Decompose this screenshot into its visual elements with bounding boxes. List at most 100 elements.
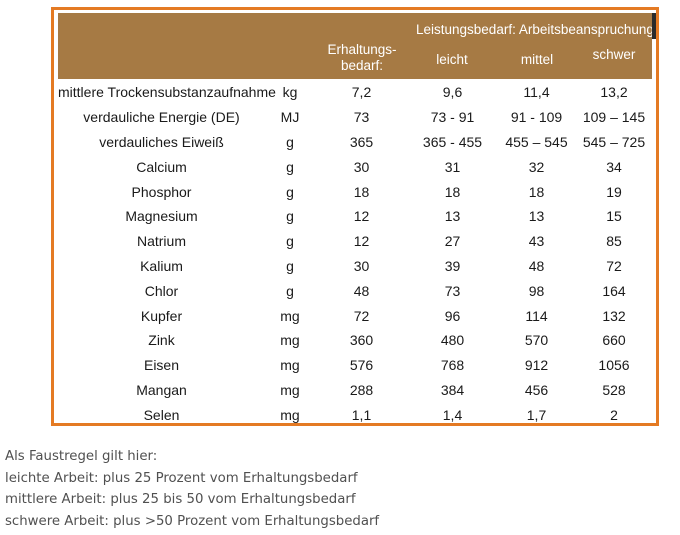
table-row: Phosphor g 18 18 18 19: [58, 179, 652, 204]
table-row: Calcium g 30 31 32 34: [58, 154, 652, 179]
heavy-cell: 2: [610, 406, 618, 423]
unit-cell: g: [286, 158, 294, 175]
light-cell: 73: [444, 282, 461, 299]
heavy-cell: 132: [602, 307, 626, 324]
note-medium-work: mittlere Arbeit: plus 25 bis 50 vom Erha…: [5, 492, 356, 507]
maintenance-cell: 18: [353, 183, 370, 200]
nutrient-name: Eisen: [143, 357, 180, 374]
light-cell: 480: [440, 332, 465, 349]
unit-cell: g: [286, 257, 294, 274]
nutrient-name: Natrium: [136, 233, 186, 250]
heavy-cell: 1056: [598, 357, 630, 374]
maintenance-cell: 72: [353, 307, 370, 324]
heavy-work-header: schwer: [592, 47, 636, 62]
unit-cell: mg: [280, 332, 300, 349]
unit-cell: g: [286, 233, 294, 250]
table-row: verdauliches Eiweiß g 365 365 - 455 455 …: [58, 130, 652, 155]
maintenance-cell: 7,2: [351, 84, 372, 101]
rule-of-thumb-note: Als Faustregel gilt hier: leichte Arbeit…: [5, 446, 379, 532]
maintenance-cell: 30: [353, 158, 370, 175]
medium-cell: 570: [524, 332, 549, 349]
medium-cell: 1,7: [526, 406, 547, 423]
nutrient-name: Kalium: [140, 257, 183, 274]
light-cell: 39: [444, 257, 461, 274]
maintenance-cell: 48: [353, 282, 370, 299]
heavy-cell: 109 – 145: [582, 109, 646, 126]
maintenance-cell: 12: [353, 233, 370, 250]
maintenance-cell: 360: [349, 332, 374, 349]
heavy-cell: 15: [606, 208, 622, 225]
light-cell: 27: [444, 233, 461, 250]
light-cell: 9,6: [442, 84, 463, 101]
medium-cell: 48: [528, 257, 545, 274]
nutrient-name: Chlor: [144, 282, 179, 299]
unit-cell: mg: [280, 307, 300, 324]
unit-cell: g: [286, 282, 294, 299]
table-row: Mangan mg 288 384 456 528: [58, 378, 652, 403]
medium-cell: 32: [528, 158, 545, 175]
unit-cell: MJ: [280, 109, 300, 126]
table-row: Magnesium g 12 13 13 15: [58, 204, 652, 229]
maintenance-cell: 576: [349, 357, 374, 374]
maintenance-header-line1: Erhaltungs-: [327, 42, 397, 57]
medium-cell: 455 – 545: [505, 133, 568, 150]
unit-cell: g: [286, 208, 294, 225]
table-row: Kalium g 30 39 48 72: [58, 254, 652, 279]
table-row: Kupfer mg 72 96 114 132: [58, 303, 652, 328]
nutrient-name: verdauliche Energie (DE): [83, 109, 240, 126]
unit-cell: mg: [280, 406, 300, 423]
maintenance-header-line2: bedarf:: [340, 58, 384, 73]
heavy-cell: 545 – 725: [582, 133, 646, 150]
table-row: Zink mg 360 480 570 660: [58, 328, 652, 353]
maintenance-cell: 12: [353, 208, 370, 225]
unit-cell: mg: [280, 381, 300, 398]
medium-cell: 43: [528, 233, 545, 250]
medium-work-header: mittel: [520, 52, 554, 67]
light-cell: 768: [440, 357, 465, 374]
light-cell: 384: [440, 381, 465, 398]
light-work-header: leicht: [436, 52, 468, 67]
light-cell: 13: [444, 208, 461, 225]
table-row: verdauliche Energie (DE) MJ 73 73 - 91 9…: [58, 105, 652, 130]
nutrient-table-frame: Leistungsbedarf: Arbeitsbeanspruchung Er…: [51, 7, 659, 426]
heavy-cell: 13,2: [600, 84, 628, 101]
maintenance-cell: 73: [353, 109, 370, 126]
light-cell: 73 - 91: [430, 109, 475, 126]
nutrient-name: verdauliches Eiweiß: [99, 133, 224, 150]
maintenance-cell: 30: [353, 257, 370, 274]
heavy-cell: 34: [606, 158, 622, 175]
unit-cell: mg: [280, 357, 300, 374]
nutrient-name: Zink: [148, 332, 175, 349]
nutrient-name: Calcium: [136, 158, 187, 175]
medium-cell: 456: [524, 381, 549, 398]
medium-cell: 18: [528, 183, 545, 200]
nutrient-table: mittlere Trockensubstanzaufnahme kg 7,2 …: [58, 80, 652, 427]
light-cell: 18: [444, 183, 461, 200]
heavy-cell: 85: [606, 233, 622, 250]
table-row: Selen mg 1,1 1,4 1,7 2: [58, 402, 652, 427]
heavy-cell: 164: [602, 282, 626, 299]
nutrient-name: Mangan: [136, 381, 187, 398]
table-row: Natrium g 12 27 43 85: [58, 229, 652, 254]
heavy-cell: 19: [606, 183, 622, 200]
heavy-cell: 528: [602, 381, 626, 398]
heavy-cell: 72: [606, 257, 622, 274]
maintenance-cell: 365: [349, 133, 374, 150]
nutrient-name: Phosphor: [131, 183, 192, 200]
unit-cell: g: [286, 133, 294, 150]
light-cell: 365 - 455: [422, 133, 483, 150]
light-cell: 96: [444, 307, 461, 324]
nutrient-name: Kupfer: [140, 307, 183, 324]
medium-cell: 98: [528, 282, 545, 299]
note-light-work: leichte Arbeit: plus 25 Prozent vom Erha…: [5, 470, 358, 486]
light-cell: 31: [444, 158, 461, 175]
note-heavy-work: schwere Arbeit: plus >50 Prozent vom Erh…: [5, 513, 380, 529]
maintenance-cell: 1,1: [351, 406, 372, 423]
medium-cell: 11,4: [523, 84, 550, 101]
header-edge-shadow: [652, 13, 656, 39]
unit-cell: g: [286, 183, 294, 200]
note-intro: Als Faustregel gilt hier:: [5, 449, 158, 464]
medium-cell: 912: [524, 357, 549, 374]
heavy-cell: 660: [602, 332, 626, 349]
maintenance-cell: 288: [349, 381, 374, 398]
